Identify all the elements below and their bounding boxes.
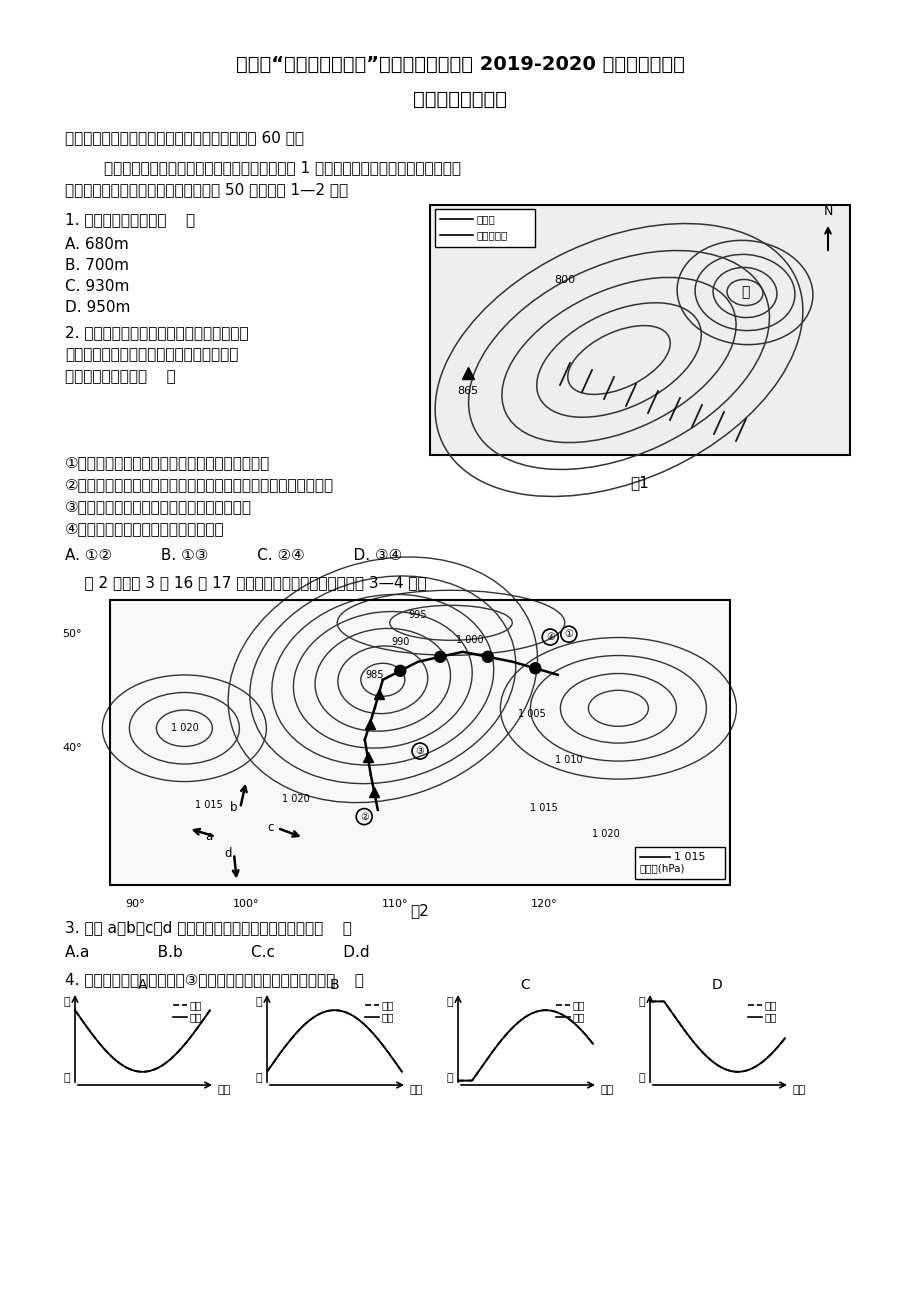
Text: A: A — [138, 978, 147, 992]
Text: 低: 低 — [255, 1073, 262, 1083]
Text: 正屋正脊是指主屋屋顶最高处的一条屋脊。如图 1 所示海南岛东北部山地地区的某乡村: 正屋正脊是指主屋屋顶最高处的一条屋脊。如图 1 所示海南岛东北部山地地区的某乡村 — [65, 160, 460, 174]
Text: B: B — [329, 978, 339, 992]
Text: d: d — [223, 846, 232, 859]
Text: B. 700m: B. 700m — [65, 258, 129, 273]
Text: 正屋正脊线: 正屋正脊线 — [476, 230, 507, 240]
Text: 低: 低 — [446, 1073, 452, 1083]
Text: 1. 甲处的海拔可能是（    ）: 1. 甲处的海拔可能是（ ） — [65, 212, 195, 227]
Text: 2. 由图所示可以看出来海南岛的乡村建筑与: 2. 由图所示可以看出来海南岛的乡村建筑与 — [65, 326, 248, 340]
Bar — [435, 210, 535, 247]
Text: ③: ③ — [415, 746, 424, 756]
Text: 1 015: 1 015 — [195, 801, 222, 810]
Text: 1 005: 1 005 — [517, 710, 545, 719]
Text: 时间: 时间 — [792, 1085, 805, 1095]
Text: 高: 高 — [63, 997, 70, 1006]
Text: ③这样的分布方式有利于整个村落的通风散热: ③这样的分布方式有利于整个村落的通风散热 — [65, 499, 252, 514]
Bar — [110, 600, 729, 885]
Text: 110°: 110° — [381, 898, 408, 909]
Circle shape — [482, 651, 493, 663]
Text: A.a              B.b              C.c              D.d: A.a B.b C.c D.d — [65, 945, 369, 960]
Text: 1 020: 1 020 — [170, 723, 199, 733]
Text: 列说法中正确的是（    ）: 列说法中正确的是（ ） — [65, 368, 176, 384]
Text: 时间: 时间 — [410, 1085, 423, 1095]
Text: 120°: 120° — [530, 898, 557, 909]
Text: 气压: 气压 — [573, 1012, 584, 1022]
Text: 甲: 甲 — [740, 285, 748, 299]
Text: 图2: 图2 — [410, 904, 429, 918]
Text: 图 2 为某年 3 月 16 日 17 时某区域地面天气图。据此回答 3—4 题。: 图 2 为某年 3 月 16 日 17 时某区域地面天气图。据此回答 3—4 题… — [65, 575, 426, 590]
Bar — [634, 848, 724, 879]
Text: 低: 低 — [638, 1073, 644, 1083]
Text: 1 015: 1 015 — [674, 852, 705, 862]
Text: b: b — [230, 801, 237, 814]
Text: 800: 800 — [553, 275, 574, 285]
Text: D. 950m: D. 950m — [65, 299, 130, 315]
Text: C: C — [520, 978, 529, 992]
Text: 4. 图中锋面系统过境前后，③地天气变化与下列图示相符的是（    ）: 4. 图中锋面系统过境前后，③地天气变化与下列图示相符的是（ ） — [65, 973, 364, 987]
Text: ④这样分布的原因是因为地面起伏较大: ④这样分布的原因是因为地面起伏较大 — [65, 521, 224, 536]
Text: 995: 995 — [408, 609, 426, 620]
Text: 3. 图中 a、b、c、d 四个箭头所表示的风向中正确的是（    ）: 3. 图中 a、b、c、d 四个箭头所表示的风向中正确的是（ ） — [65, 921, 351, 935]
Text: 等压线(hPa): 等压线(hPa) — [640, 863, 685, 874]
Text: A. ①②          B. ①③          C. ②④          D. ③④: A. ①② B. ①③ C. ②④ D. ③④ — [65, 548, 402, 562]
Text: 时间: 时间 — [218, 1085, 231, 1095]
Text: 高: 高 — [638, 997, 644, 1006]
Text: 1 015: 1 015 — [529, 803, 557, 812]
Text: 100°: 100° — [233, 898, 259, 909]
Text: 气压: 气压 — [381, 1012, 394, 1022]
Text: 气温: 气温 — [573, 1000, 584, 1010]
Bar — [429, 204, 849, 454]
Text: ②正屋正脊线与等高线平行或与等高线有一定角度排列是为了采光: ②正屋正脊线与等高线平行或与等高线有一定角度排列是为了采光 — [65, 477, 334, 492]
Text: ②: ② — [359, 811, 369, 822]
Text: D: D — [711, 978, 722, 992]
Text: 气温: 气温 — [381, 1000, 394, 1010]
Text: 气压: 气压 — [190, 1012, 202, 1022]
Text: 985: 985 — [365, 669, 383, 680]
Text: 高: 高 — [446, 997, 452, 1006]
Text: 低: 低 — [63, 1073, 70, 1083]
Text: 865: 865 — [457, 385, 478, 396]
Text: 一、单项选择题（每道题只有一个最佳选项，共 60 分）: 一、单项选择题（每道题只有一个最佳选项，共 60 分） — [65, 130, 303, 145]
Text: 1 020: 1 020 — [592, 828, 619, 838]
Text: C. 930m: C. 930m — [65, 279, 130, 294]
Text: A. 680m: A. 680m — [65, 237, 129, 253]
Text: 高: 高 — [255, 997, 262, 1006]
Text: ①: ① — [564, 629, 573, 639]
Circle shape — [394, 665, 405, 676]
Text: 图1: 图1 — [630, 475, 649, 490]
Text: 气压: 气压 — [765, 1012, 777, 1022]
Text: 50°: 50° — [62, 629, 82, 639]
Text: c: c — [267, 822, 274, 835]
Text: 气温: 气温 — [765, 1000, 777, 1010]
Text: 1 000: 1 000 — [455, 635, 482, 644]
Text: 90°: 90° — [125, 898, 144, 909]
Text: 1 010: 1 010 — [554, 755, 582, 764]
Text: 我国北方地区坐北朝南的布局并不相同，下: 我国北方地区坐北朝南的布局并不相同，下 — [65, 348, 238, 362]
Text: ④: ④ — [545, 631, 554, 642]
Circle shape — [529, 663, 540, 674]
Text: 气温: 气温 — [190, 1000, 202, 1010]
Text: 990: 990 — [391, 637, 410, 647]
Text: a: a — [205, 829, 212, 842]
Text: 40°: 40° — [62, 743, 82, 753]
Text: 等高线: 等高线 — [476, 214, 495, 224]
Bar — [110, 600, 729, 885]
Text: 学期期中联考试题: 学期期中联考试题 — [413, 90, 506, 109]
Text: 正屋正脊线与等高线的关系，等高距为 50 米。完成 1—2 题。: 正屋正脊线与等高线的关系，等高距为 50 米。完成 1—2 题。 — [65, 182, 347, 197]
Bar — [429, 204, 849, 454]
Text: N: N — [823, 204, 832, 217]
Text: 时间: 时间 — [600, 1085, 614, 1095]
Text: ①这样的布局方式有利于缩小建筑之间的相对高差: ①这样的布局方式有利于缩小建筑之间的相对高差 — [65, 454, 270, 470]
Text: 1 020: 1 020 — [282, 794, 310, 805]
Circle shape — [435, 651, 446, 663]
Text: 湖北省“荆、荆、襄、宜”四地七校考试联盟 2019-2020 学年高二地理下: 湖北省“荆、荆、襄、宜”四地七校考试联盟 2019-2020 学年高二地理下 — [235, 55, 684, 74]
